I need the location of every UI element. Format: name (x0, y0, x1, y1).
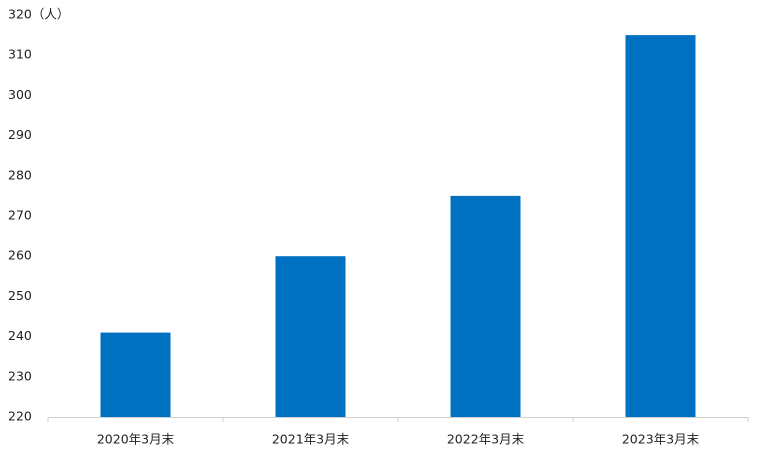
y-tick-label: 260 (8, 248, 32, 263)
x-tick-label: 2022年3月末 (447, 432, 525, 447)
y-tick-label: 240 (8, 328, 32, 343)
x-tick-label: 2020年3月末 (97, 432, 175, 447)
y-tick-label: 280 (8, 167, 32, 182)
bar (100, 332, 171, 417)
y-tick-label: 310 (8, 47, 32, 62)
y-tick-label: 270 (8, 208, 32, 223)
x-tick-label: 2021年3月末 (272, 432, 350, 447)
y-tick-label: 300 (8, 87, 32, 102)
y-tick-label: 290 (8, 127, 32, 142)
bar (450, 195, 521, 417)
y-tick-label: 320（人） (8, 7, 69, 22)
y-tick-label: 220 (8, 409, 32, 424)
y-tick-label: 250 (8, 288, 32, 303)
x-tick-label: 2023年3月末 (622, 432, 700, 447)
bar (275, 256, 346, 417)
bar (625, 35, 696, 417)
y-tick-label: 230 (8, 368, 32, 383)
